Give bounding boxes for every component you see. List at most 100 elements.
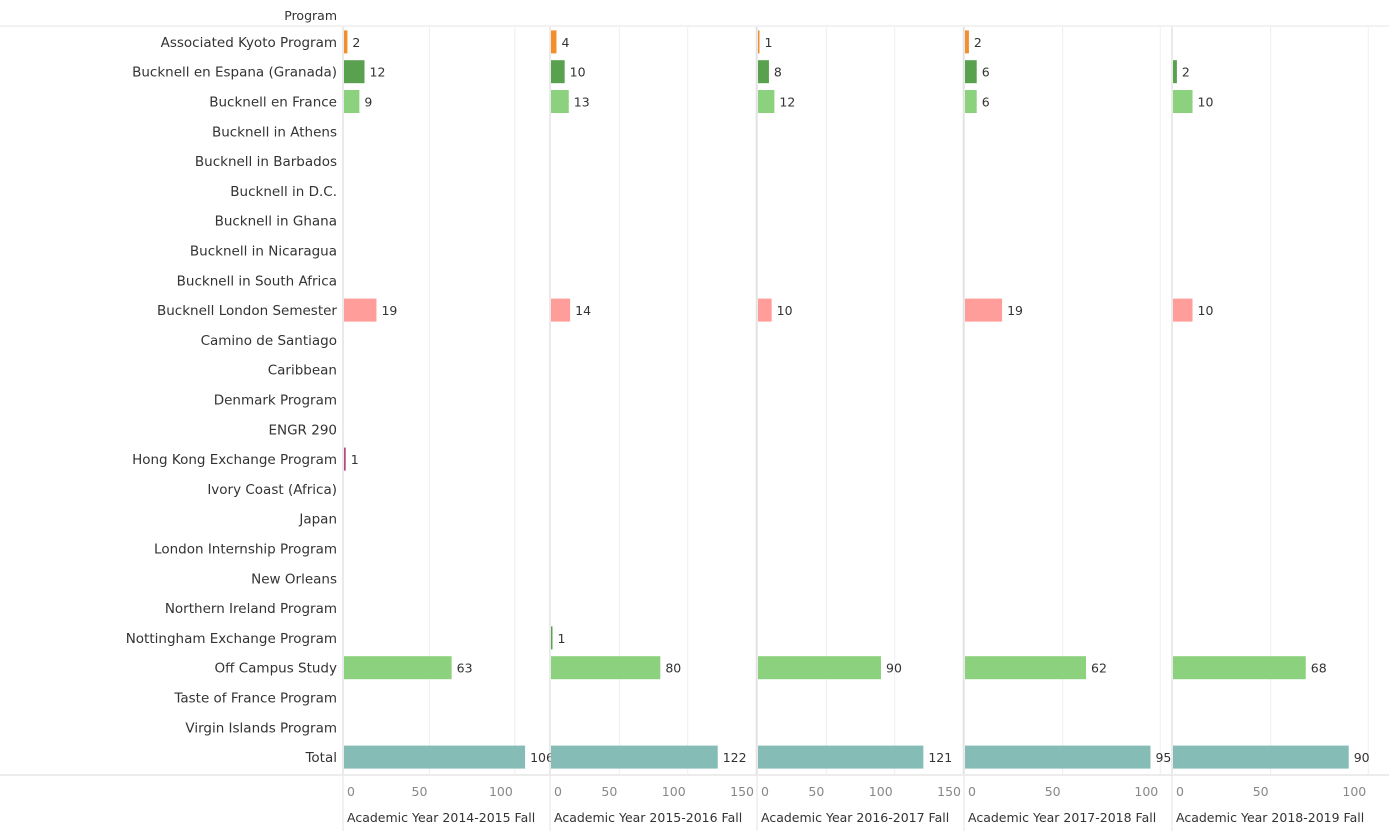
bar (1173, 60, 1177, 84)
bar (551, 298, 571, 322)
bar (344, 90, 360, 113)
tick-label: 50 (808, 784, 824, 799)
row-label: Virgin Islands Program (185, 720, 337, 736)
row-label: Ivory Coast (Africa) (207, 482, 337, 498)
row-label: Caribbean (268, 363, 337, 379)
bar (758, 656, 881, 680)
bar (344, 60, 365, 84)
bar-value-label: 6 (982, 95, 990, 110)
bar (1173, 656, 1306, 680)
tick-label: 150 (937, 784, 961, 799)
row-label: Bucknell in South Africa (177, 273, 337, 289)
panel-title: Academic Year 2014-2015 Fall (347, 810, 535, 825)
bar (965, 745, 1151, 769)
bar-value-label: 2 (974, 35, 982, 50)
bar (551, 60, 565, 84)
tick-label: 150 (730, 784, 754, 799)
bar (551, 626, 553, 650)
bar-value-label: 95 (1155, 750, 1171, 765)
row-label: Bucknell in Ghana (215, 214, 337, 230)
bar-value-label: 63 (457, 661, 473, 676)
bar-value-label: 6 (982, 65, 990, 80)
bar-value-label: 10 (1198, 95, 1214, 110)
bar-value-label: 90 (886, 661, 902, 676)
bar (758, 30, 760, 54)
panel-title: Academic Year 2017-2018 Fall (968, 810, 1156, 825)
tick-label: 100 (489, 784, 513, 799)
bar (344, 298, 377, 322)
bar-value-label: 4 (561, 35, 569, 50)
row-label: Bucknell London Semester (157, 303, 337, 319)
row-label: Bucknell en France (209, 95, 337, 111)
panel-title: Academic Year 2015-2016 Fall (554, 810, 742, 825)
tick-label: 0 (554, 784, 562, 799)
row-label: Off Campus Study (215, 661, 338, 677)
bar-value-label: 62 (1091, 661, 1107, 676)
bar-value-label: 1 (351, 452, 359, 467)
bar (758, 745, 924, 769)
tick-label: 50 (412, 784, 428, 799)
bar (758, 298, 772, 322)
tick-label: 50 (601, 784, 617, 799)
tick-label: 0 (968, 784, 976, 799)
tick-label: 0 (761, 784, 769, 799)
bar (1173, 298, 1193, 322)
row-label: Bucknell in Athens (212, 124, 337, 140)
bar-value-label: 10 (1198, 303, 1214, 318)
panel-title: Academic Year 2018-2019 Fall (1176, 810, 1364, 825)
bar-value-label: 90 (1354, 750, 1370, 765)
bar-value-label: 19 (1007, 303, 1023, 318)
bar (344, 656, 452, 680)
bar (344, 30, 348, 54)
row-label: Camino de Santiago (201, 333, 337, 349)
bar (758, 60, 769, 84)
row-label: Hong Kong Exchange Program (132, 452, 337, 468)
panel-5: 2 10 10 68 90 0 50 100 Academic Year 2018-2019 F… (1171, 27, 1370, 831)
bar-value-label: 10 (777, 303, 793, 318)
row-label: Taste of France Program (173, 691, 337, 707)
bar-value-label: 1 (558, 631, 566, 646)
bar-value-label: 106 (530, 750, 554, 765)
bar-value-label: 12 (779, 95, 795, 110)
bar (965, 60, 977, 84)
row-label: Denmark Program (214, 393, 337, 409)
row-label: ENGR 290 (268, 422, 337, 438)
bar-value-label: 12 (370, 65, 386, 80)
bar-value-label: 121 (928, 750, 952, 765)
bar-value-label: 19 (381, 303, 397, 318)
row-label: Bucknell in D.C. (230, 184, 337, 200)
row-label: London Internship Program (154, 542, 337, 558)
row-header-program: Program (284, 8, 337, 23)
bar (344, 745, 526, 769)
bar (551, 656, 661, 680)
bar-value-label: 122 (723, 750, 747, 765)
row-label: Northern Ireland Program (165, 601, 337, 617)
bar-value-label: 2 (1182, 65, 1190, 80)
bar-value-label: 13 (574, 95, 590, 110)
tick-label: 50 (1253, 784, 1269, 799)
bar-value-label: 2 (352, 35, 360, 50)
bar-value-label: 10 (570, 65, 586, 80)
tick-label: 50 (1045, 784, 1061, 799)
row-label: Japan (298, 512, 337, 528)
bar (551, 30, 557, 54)
bar (551, 745, 718, 769)
row-label: Bucknell in Barbados (195, 154, 337, 170)
row-label: Bucknell in Nicaragua (190, 244, 337, 260)
bar (965, 30, 969, 54)
tick-label: 100 (662, 784, 686, 799)
bar (965, 90, 977, 113)
row-label: Total (304, 750, 337, 766)
row-label: Associated Kyoto Program (161, 35, 337, 51)
tick-label: 0 (1176, 784, 1184, 799)
row-label: New Orleans (251, 571, 337, 587)
row-label: Bucknell en Espana (Granada) (132, 65, 337, 81)
bar (344, 447, 346, 471)
panel-2: 410 13 14 1 80 122 0 50 100 150 Academic Year 2015… (549, 27, 757, 831)
bar-value-label: 9 (364, 95, 372, 110)
panel-1: 2 12 9 19 1 63 106 0 50 100 Academic Year 2014-201… (342, 27, 554, 831)
tick-label: 100 (869, 784, 893, 799)
tick-label: 100 (1342, 784, 1366, 799)
